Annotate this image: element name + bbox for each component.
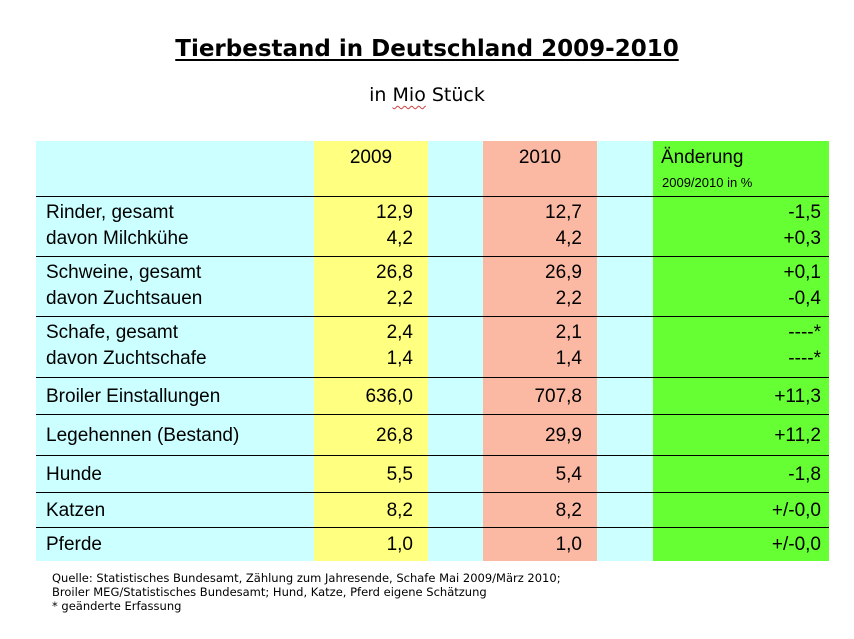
footnotes: Quelle: Statistisches Bundesamt, Zählung… — [52, 571, 561, 613]
value-change: ----* — [788, 322, 821, 343]
value-2010: 29,9 — [545, 425, 582, 446]
footnote-source: Quelle: Statistisches Bundesamt, Zählung… — [52, 571, 561, 585]
table-row-group: Pferde 1,0 1,0 +/-0,0 — [36, 527, 829, 562]
livestock-table: 2009 2010 Änderung 2009/2010 in % Rinder… — [36, 141, 829, 561]
value-change: +/-0,0 — [771, 500, 821, 521]
label: Broiler Einstallungen — [46, 386, 221, 407]
subtitle: in Mio Stück — [0, 84, 854, 106]
value-2010: 26,9 — [545, 262, 582, 283]
column-2010-band — [483, 141, 597, 561]
label: Katzen — [46, 500, 106, 521]
value-change: +11,2 — [774, 425, 821, 446]
value-2010: 2,1 — [555, 322, 582, 343]
table-row-group: Schweine, gesamt 26,8 26,9 +0,1 davon Zuchts… — [36, 256, 829, 317]
value-change: -1,8 — [788, 464, 821, 485]
footnote-asterisk: * geänderte Erfassung — [52, 599, 182, 613]
table-row-group: Broiler Einstallungen 636,0 707,8 +11,3 — [36, 377, 829, 415]
value-change: -1,5 — [788, 202, 821, 223]
value-2009: 4,2 — [386, 228, 413, 249]
value-2009: 26,8 — [376, 262, 413, 283]
label: Schweine, gesamt — [46, 262, 202, 283]
value-2009: 2,2 — [386, 288, 413, 309]
title-text: Tierbestand in Deutschland 2009-2010 — [175, 36, 679, 62]
label: davon Zuchtschafe — [46, 348, 207, 369]
label: davon Zuchtsauen — [46, 288, 203, 309]
subtitle-prefix: in — [369, 84, 393, 106]
value-2009: 26,8 — [376, 425, 413, 446]
value-2010: 8,2 — [555, 500, 582, 521]
value-change: +0,1 — [783, 262, 821, 283]
label: Hunde — [46, 464, 102, 485]
value-2010: 1,0 — [555, 534, 582, 555]
table-row-group: Katzen 8,2 8,2 +/-0,0 — [36, 492, 829, 528]
value-change: +0,3 — [783, 228, 821, 249]
value-2009: 12,9 — [376, 202, 413, 223]
subtitle-suffix: Stück — [425, 84, 485, 106]
subtitle-unit-mio: Mio — [392, 84, 426, 106]
footnote-source-2: Broiler MEG/Statistisches Bundesamt; Hun… — [52, 585, 487, 599]
column-2009-band — [314, 141, 428, 561]
value-2009: 1,4 — [386, 348, 413, 369]
page-title: Tierbestand in Deutschland 2009-2010 — [0, 36, 854, 62]
value-2009: 1,0 — [386, 534, 413, 555]
value-change: +11,3 — [774, 386, 821, 407]
label: Rinder, gesamt — [46, 202, 174, 223]
table-row-group: Hunde 5,5 5,4 -1,8 — [36, 455, 829, 493]
value-2010: 1,4 — [555, 348, 582, 369]
value-2010: 2,2 — [555, 288, 582, 309]
label: davon Milchkühe — [46, 228, 189, 249]
label: Legehennen (Bestand) — [46, 425, 240, 446]
value-2009: 5,5 — [386, 464, 413, 485]
label: Pferde — [46, 534, 102, 555]
header-2009: 2009 — [349, 147, 393, 168]
label: Schafe, gesamt — [46, 322, 179, 343]
value-2010: 5,4 — [555, 464, 582, 485]
value-2009: 636,0 — [365, 386, 413, 407]
value-2010: 707,8 — [534, 386, 582, 407]
value-2009: 8,2 — [386, 500, 413, 521]
value-change: +/-0,0 — [771, 534, 821, 555]
table-row-group: Rinder, gesamt 12,9 12,7 -1,5 davon Milchküh… — [36, 196, 829, 257]
value-2010: 12,7 — [545, 202, 582, 223]
table-row-group: Schafe, gesamt 2,4 2,1 ----* davon Zuchtscha… — [36, 316, 829, 377]
value-2010: 4,2 — [555, 228, 582, 249]
header-2010: 2010 — [518, 147, 562, 168]
header-change-subtitle: 2009/2010 in % — [662, 175, 753, 190]
table-row-group: Legehennen (Bestand) 26,8 29,9 +11,2 — [36, 414, 829, 456]
header-change: Änderung — [661, 147, 744, 168]
value-change: ----* — [788, 348, 821, 369]
column-change-band — [653, 141, 829, 561]
value-2009: 2,4 — [386, 322, 413, 343]
value-change: -0,4 — [788, 288, 821, 309]
